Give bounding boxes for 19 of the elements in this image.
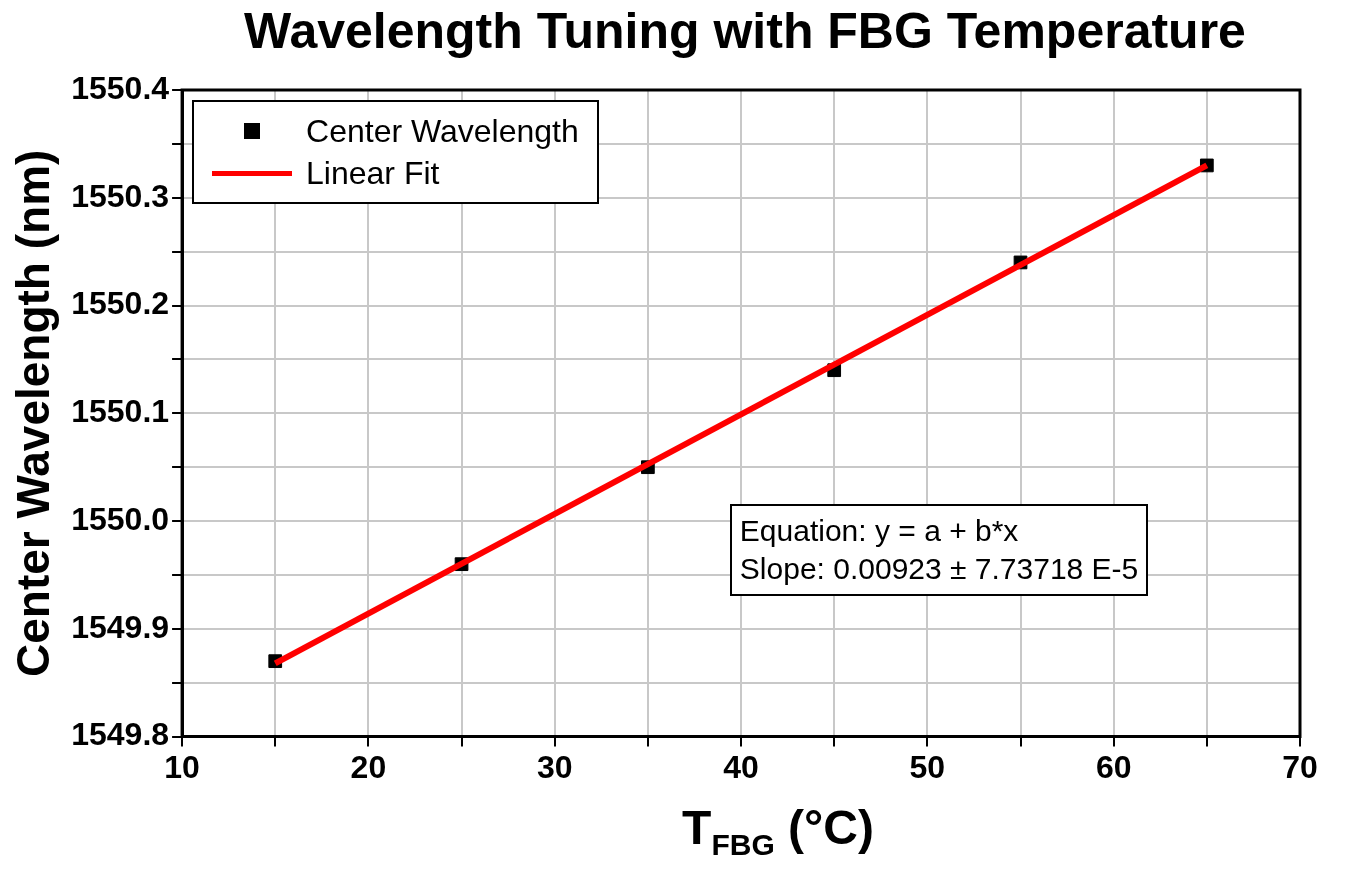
x-tick-label: 40 [723,748,759,785]
y-tick-label: 1549.9 [71,608,170,645]
legend-label: Linear Fit [306,154,440,192]
y-tick-label: 1550.3 [71,177,170,214]
legend-label: Center Wavelength [306,112,579,150]
x-tick-label: 20 [350,748,387,785]
x-tick-label: 70 [1282,748,1318,785]
y-axis-title: Center Wavelength (nm) [7,149,60,677]
x-tick-label: 50 [909,748,946,785]
x-tick-label: 30 [536,748,573,785]
annotation: Equation: y = a + b*x [739,512,1020,549]
x-tick-label: 60 [1095,748,1132,785]
annotation: Slope: 0.00923 ± 7.73718 E-5 [739,550,1139,587]
chart-title: Wavelength Tuning with FBG Temperature [243,2,1247,60]
x-axis-title: T$_{FBG}$ (°C) [681,800,875,862]
y-tick-label: 1550.1 [71,393,170,430]
y-tick-label: 1550.4 [71,69,170,106]
y-tick-label: 1550.0 [71,500,170,537]
y-tick-label: 1550.2 [71,285,170,322]
